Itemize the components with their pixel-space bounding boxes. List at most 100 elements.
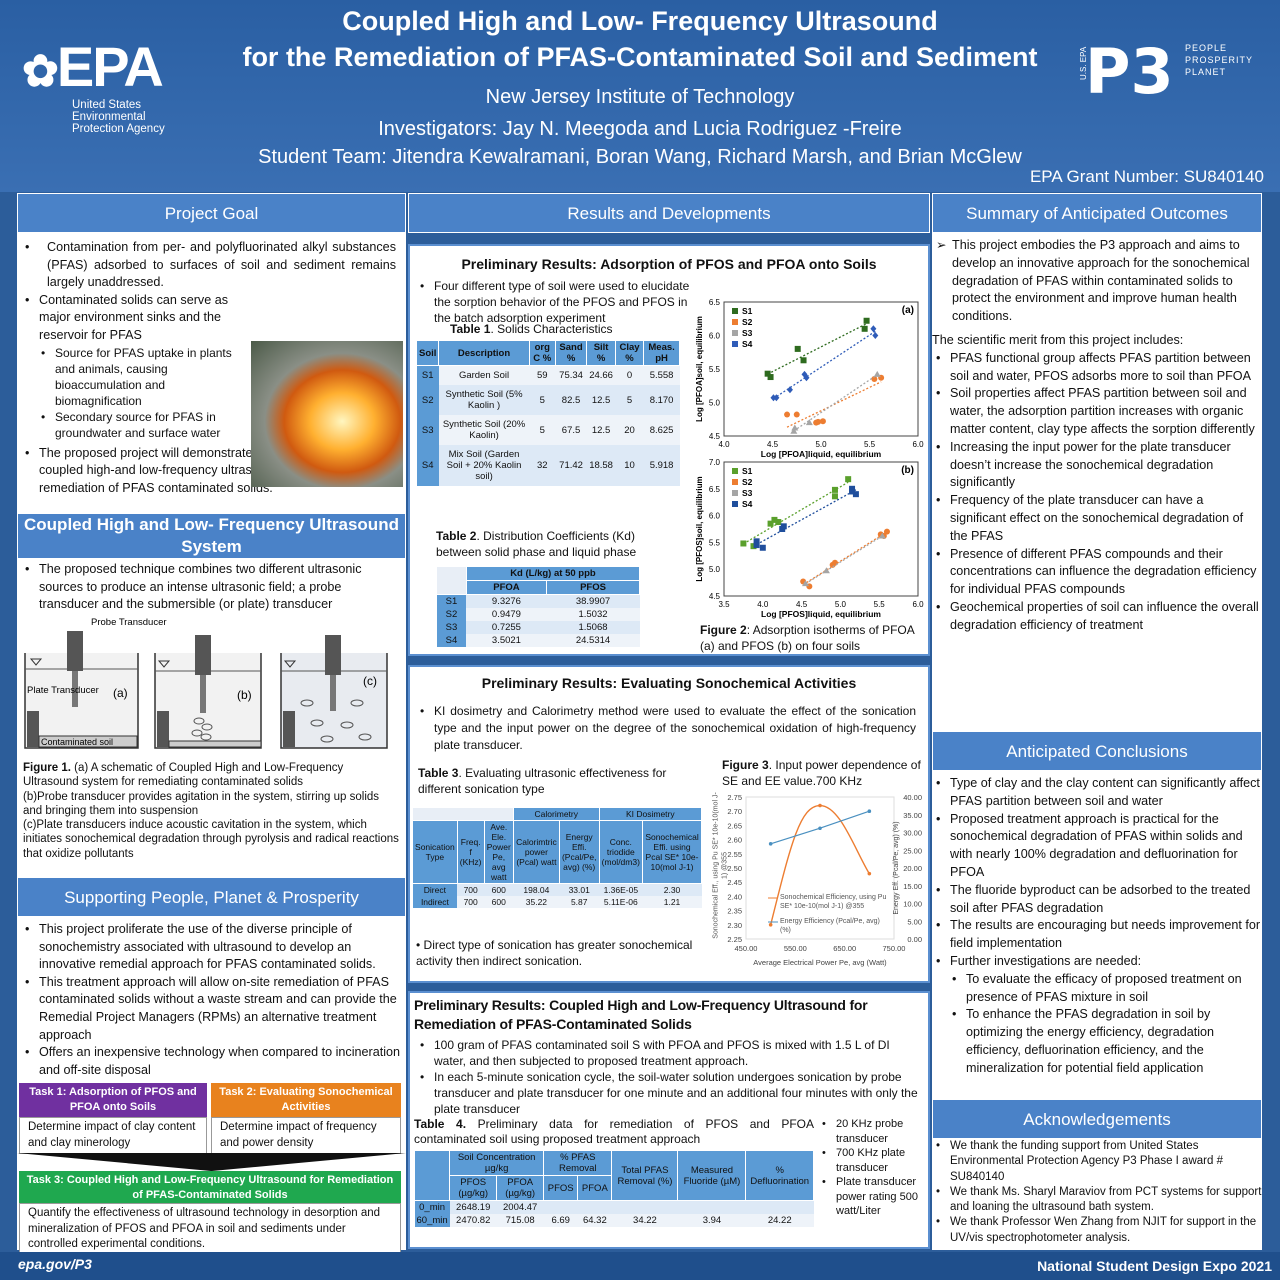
footer-expo: National Student Design Expo 2021 bbox=[1037, 1258, 1272, 1274]
table-cell: 35.22 bbox=[513, 896, 560, 908]
trendline-S2 bbox=[802, 531, 888, 586]
data-point-S1 bbox=[750, 543, 757, 550]
table-cell: 5.11E-06 bbox=[599, 896, 643, 908]
x-tick-label: 6.0 bbox=[912, 600, 924, 609]
table3-caption: Table 3. Evaluating ultrasonic effective… bbox=[418, 766, 667, 796]
data-point-S3 bbox=[791, 424, 799, 431]
table-cell: 9.3276 bbox=[466, 594, 547, 608]
data-point-S1 bbox=[831, 493, 838, 500]
table-row: S1 9.3276 38.9907 bbox=[436, 594, 640, 608]
goal-bullet: Contamination from per- and polyfluorina… bbox=[21, 239, 396, 292]
x-tick-label: 4.0 bbox=[757, 600, 769, 609]
y-axis-label: Log [PFOA]soil, equilibrium bbox=[695, 316, 704, 422]
table-cell: S1 bbox=[436, 594, 467, 608]
task2-body-text: Determine impact of frequency and power … bbox=[220, 1121, 377, 1149]
remediation-bullet: 100 gram of PFAS contaminated soil S wit… bbox=[416, 1037, 922, 1069]
remediation-title: Preliminary Results: Coupled High and Lo… bbox=[414, 997, 868, 1032]
y-tick-label: 5.5 bbox=[709, 538, 721, 547]
x-axis-label: Log [PFOA]liquid, equilibrium bbox=[761, 449, 882, 459]
data-point-S3 bbox=[805, 419, 813, 426]
equipment-item: Plate transducer power rating 500 watt/L… bbox=[818, 1175, 928, 1219]
right-column: Summary of Anticipated Outcomes ➢ This pr… bbox=[932, 193, 1262, 1250]
table-cell: 5 bbox=[529, 385, 556, 415]
supporting-heading: Supporting People, Planet & Prosperity bbox=[17, 877, 406, 917]
table-header: Sonochemical Effi. using Pcal SE* 10e-10… bbox=[642, 820, 702, 884]
equipment-item: 700 KHz plate transducer bbox=[818, 1146, 928, 1175]
figure3-chart: 450.00 550.00 650.00 750.00 2.25 2.30 2.35 2.40… bbox=[727, 793, 922, 967]
table-header: Silt % bbox=[586, 340, 616, 366]
table-cell bbox=[611, 1200, 678, 1214]
data-point-S4 bbox=[759, 544, 766, 551]
table-cell: 0.9479 bbox=[466, 608, 547, 621]
epa-logo: ✿EPA United States Environmental Protect… bbox=[22, 35, 165, 136]
y2-tick-label: 5.00 bbox=[907, 917, 922, 926]
data-point-S1 bbox=[831, 486, 838, 493]
goal-sub-bullet: Secondary source for PFAS in groundwater… bbox=[21, 409, 251, 441]
legend-marker-S3 bbox=[732, 490, 738, 496]
data-point-S1 bbox=[775, 519, 782, 526]
table-cell: 5.87 bbox=[559, 896, 600, 908]
table-cell: S2 bbox=[436, 608, 467, 621]
table-cell: 700 bbox=[457, 883, 485, 896]
table-cell: 24.22 bbox=[745, 1214, 814, 1227]
table-cell: 1.5068 bbox=[546, 621, 640, 634]
table-cell: 33.01 bbox=[559, 883, 600, 896]
table-cell: S2 bbox=[416, 385, 439, 415]
x-tick-label: 3.5 bbox=[718, 600, 730, 609]
y-axis-label: Log [PFOS]soil, equilibrium bbox=[695, 476, 704, 581]
legend-label: S4 bbox=[742, 499, 753, 509]
figure3-legend-label-se: Sonochemical Efficiency, using Pu SE* 10… bbox=[780, 894, 887, 910]
table-header: PFOS (µg/kg) bbox=[449, 1175, 498, 1201]
table-header: Kd (L/kg) at 50 ppb bbox=[465, 566, 641, 581]
grant-number: EPA Grant Number: SU840140 bbox=[1029, 167, 1264, 186]
table-cell: 12.5 bbox=[586, 415, 616, 445]
panel-label: (b) bbox=[901, 465, 914, 476]
data-point-S2 bbox=[815, 418, 822, 425]
label-a: (a) bbox=[113, 686, 128, 700]
trendline-S3 bbox=[805, 535, 883, 585]
legend-label: S2 bbox=[742, 477, 753, 487]
y-tick-label: 2.65 bbox=[727, 821, 742, 830]
table-cell: 8.170 bbox=[643, 385, 680, 415]
y-tick-label: 2.70 bbox=[727, 807, 742, 816]
adsorption-bullet: Four different type of soil were used to… bbox=[416, 278, 696, 326]
table-cell: 64.32 bbox=[577, 1214, 612, 1227]
table-cell: Garden Soil bbox=[438, 365, 530, 385]
y2-tick-label: 35.00 bbox=[903, 811, 922, 820]
table-header: Energy Effi. (Pcal/Pe, avg) (%) bbox=[558, 820, 600, 884]
y2-tick-label: 40.00 bbox=[903, 793, 922, 802]
figure3-legend-label-ee: Energy Efficiency (Pcal/Pe, avg) (%) bbox=[780, 918, 880, 934]
y-tick-label: 4.5 bbox=[709, 432, 721, 441]
list-item: Proposed treatment approach is practical… bbox=[932, 811, 1262, 882]
footer: epa.gov/P3 National Student Design Expo … bbox=[0, 1252, 1280, 1280]
p3-logo: U.S. EPA P3 PEOPLE PROSPERITY PLANET bbox=[1079, 35, 1254, 108]
figure1-schematic: Probe Transducer Plate Transducer Contam… bbox=[24, 617, 388, 749]
task2-title: Task 2: Evaluating Sonochemical Activiti… bbox=[211, 1083, 401, 1117]
table-cell: 3.5021 bbox=[466, 634, 547, 647]
adsorption-title: Preliminary Results: Adsorption of PFOS … bbox=[461, 256, 877, 272]
data-point-S1 bbox=[767, 520, 774, 527]
sonochemical-title: Preliminary Results: Evaluating Sonochem… bbox=[481, 675, 857, 691]
data-point-S1 bbox=[800, 357, 807, 364]
list-item: Increasing the input power for the plate… bbox=[932, 439, 1260, 492]
table-cell: 2004.47 bbox=[496, 1200, 544, 1214]
x-tick-label: 750.00 bbox=[883, 944, 906, 953]
legend-marker-S4 bbox=[732, 501, 738, 507]
table-cell: S3 bbox=[416, 415, 439, 445]
list-item: We thank the funding support from United… bbox=[932, 1139, 1262, 1185]
x-tick-label: 4.0 bbox=[718, 440, 730, 449]
data-point-S3 bbox=[822, 567, 830, 574]
table-cell: 2648.19 bbox=[449, 1200, 497, 1214]
plot-area bbox=[723, 461, 919, 597]
list-item: Presence of different PFAS compounds and… bbox=[932, 546, 1260, 599]
y-tick-label: 2.25 bbox=[727, 935, 742, 944]
data-point-S3 bbox=[873, 370, 881, 377]
label-plate: Plate Transducer bbox=[27, 685, 99, 696]
y-tick-label: 2.60 bbox=[727, 836, 742, 845]
trendline-S4 bbox=[756, 489, 857, 546]
table-cell: 32 bbox=[529, 445, 556, 486]
table-header: Soil bbox=[415, 340, 440, 366]
footer-link[interactable]: epa.gov/P3 bbox=[18, 1256, 92, 1272]
table-cell: 18.58 bbox=[586, 445, 616, 486]
legend-label: S2 bbox=[742, 317, 753, 327]
